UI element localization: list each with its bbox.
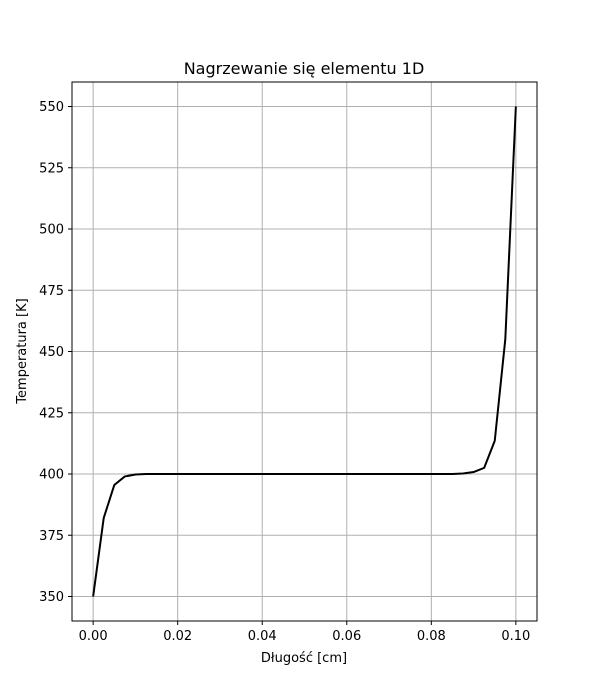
x-axis-label: Długość [cm]	[261, 651, 347, 666]
x-tick-label: 0.06	[332, 629, 361, 644]
x-tick-label: 0.02	[163, 629, 192, 644]
y-tick-label: 475	[39, 284, 64, 299]
x-axis-ticks: 0.00 0.02 0.04 0.06 0.08 0.10	[79, 621, 531, 644]
y-tick-label: 375	[39, 529, 64, 544]
x-tick-label: 0.04	[248, 629, 277, 644]
y-axis-label: Temperatura [K]	[15, 298, 30, 404]
chart-title: Nagrzewanie się elementu 1D	[184, 59, 425, 78]
x-tick-label: 0.08	[417, 629, 446, 644]
x-tick-label: 0.00	[79, 629, 108, 644]
y-axis-ticks: 350 375 400 425 450 475 500 525 550	[39, 100, 72, 605]
y-tick-label: 400	[39, 468, 64, 483]
y-tick-label: 550	[39, 100, 64, 115]
y-tick-label: 425	[39, 406, 64, 421]
y-tick-label: 525	[39, 161, 64, 176]
x-tick-label: 0.10	[501, 629, 530, 644]
y-tick-label: 350	[39, 590, 64, 605]
grid	[72, 82, 537, 621]
y-tick-label: 500	[39, 223, 64, 238]
y-tick-label: 450	[39, 345, 64, 360]
